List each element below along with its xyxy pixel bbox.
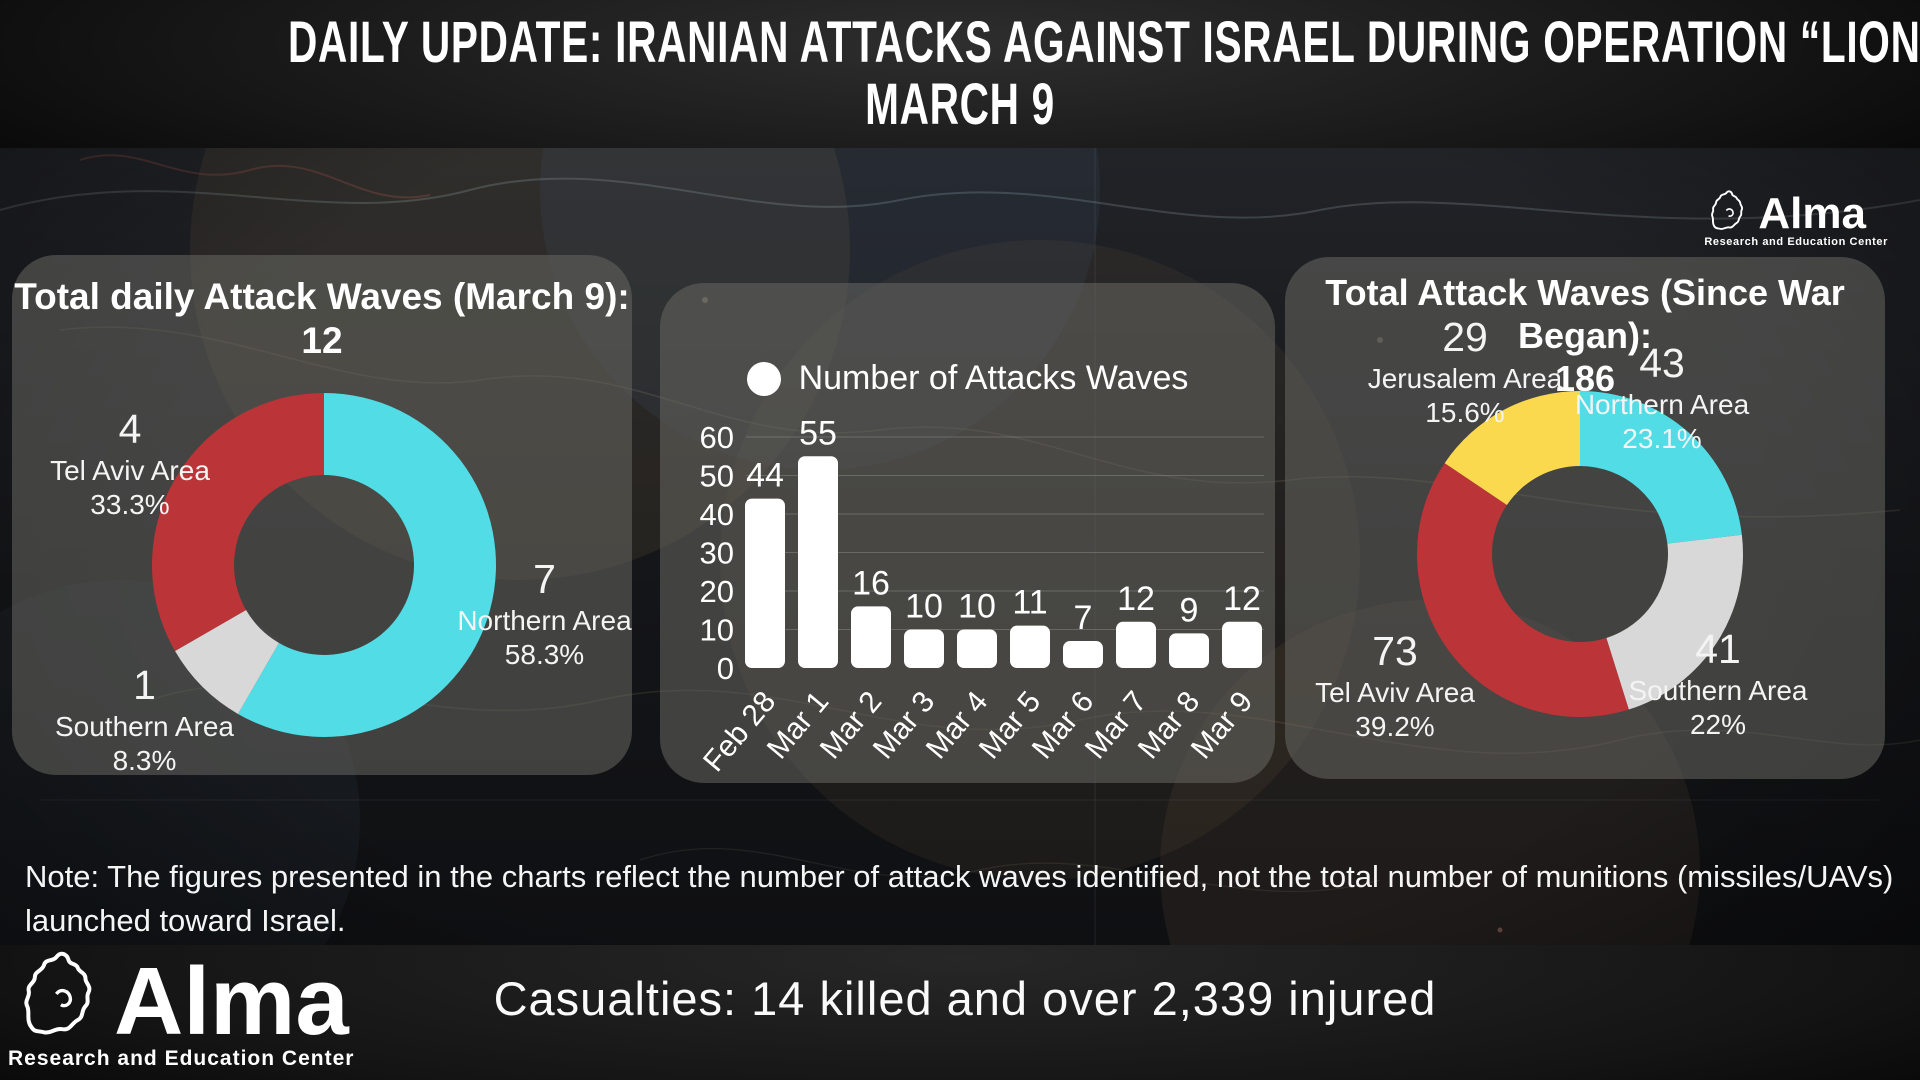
southern-daily-pct: 8.3%: [112, 744, 177, 776]
bar-value-label: 10: [958, 588, 996, 626]
label-southern-total: 41 Southern Area 22%: [1613, 625, 1823, 741]
x-category-label: Mar 9: [1185, 685, 1260, 765]
page-title-line2: MARCH 9: [865, 72, 1055, 137]
daily-donut-chart: [152, 393, 497, 737]
bar-value-label: 7: [1074, 599, 1093, 637]
panel-attack-waves-by-day: 0 10 20 30 40 50 60 44 Feb 28 55 Mar 1 16 Mar 2 10 Mar…: [660, 283, 1275, 783]
alma-logo-large: Alma Research and Education Center: [8, 951, 354, 1071]
y-tick-label: 20: [700, 574, 734, 609]
panel-total-attack-waves: Total Attack Waves (Since War Began): 18…: [1285, 257, 1885, 779]
alma-tagline-large: Research and Education Center: [8, 1047, 355, 1070]
y-tick-label: 30: [700, 536, 734, 571]
donut-segment-tel-aviv-area: [152, 393, 324, 651]
page-title-line1: DAILY UPDATE: IRANIAN ATTACKS AGAINST IS…: [288, 10, 1920, 75]
southern-total-name: Southern Area: [1628, 675, 1808, 707]
y-tick-label: 50: [700, 459, 734, 494]
label-telaviv-total: 73 Tel Aviv Area 39.2%: [1290, 627, 1500, 743]
alma-tagline: Research and Education Center: [1704, 236, 1888, 248]
bar-chart-legend: Number of Attacks Waves: [660, 359, 1275, 398]
alma-map-icon: [1711, 190, 1744, 230]
alma-wordmark: Alma: [1758, 189, 1866, 238]
y-tick-label: 40: [700, 497, 734, 532]
label-northern-daily: 7 Northern Area 58.3%: [437, 555, 652, 671]
northern-total-name: Northern Area: [1574, 389, 1750, 421]
telaviv-daily-value: 4: [118, 406, 142, 452]
donut-segment-southern-area: [175, 610, 279, 714]
northern-daily-name: Northern Area: [457, 605, 632, 637]
bar-mar-1: [798, 456, 838, 668]
total-donut-chart: [1417, 391, 1743, 717]
bar-mar-6: [1063, 641, 1103, 668]
label-telaviv-daily: 4 Tel Aviv Area 33.3%: [20, 405, 240, 521]
telaviv-daily-pct: 33.3%: [90, 488, 170, 520]
alma-map-icon-large: [24, 951, 92, 1035]
bar-feb-28: [745, 498, 785, 668]
donut-segment-northern-area: [1580, 391, 1742, 544]
northern-daily-value: 7: [533, 556, 556, 602]
telaviv-total-name: Tel Aviv Area: [1315, 677, 1475, 709]
bar-value-label: 9: [1180, 591, 1199, 629]
donut-segment-southern-area: [1606, 534, 1743, 710]
telaviv-total-pct: 39.2%: [1355, 710, 1435, 742]
y-tick-label: 60: [700, 420, 734, 455]
x-category-label: Feb 28: [697, 685, 782, 778]
alma-wordmark-large: Alma: [114, 948, 349, 1055]
donut-segment-northern-area: [238, 393, 497, 737]
bar-mar-7: [1116, 621, 1156, 668]
donut-segment-tel-aviv-area: [1417, 463, 1629, 717]
label-northern-total: 43 Northern Area 23.1%: [1557, 339, 1767, 455]
footnote: Note: The figures presented in the chart…: [25, 855, 1905, 943]
telaviv-daily-name: Tel Aviv Area: [50, 455, 210, 487]
y-tick-label: 10: [700, 613, 734, 648]
bar-mar-4: [957, 629, 997, 668]
bar-value-label: 55: [799, 414, 837, 452]
bar-mar-5: [1010, 625, 1050, 668]
jerusalem-total-name: Jerusalem Area: [1367, 363, 1563, 395]
page-title: DAILY UPDATE: IRANIAN ATTACKS AGAINST IS…: [0, 12, 1920, 136]
bar-value-label: 16: [852, 564, 890, 602]
bar-mar-3: [904, 629, 944, 668]
bar-mar-9: [1222, 621, 1262, 668]
southern-daily-value: 1: [133, 662, 156, 708]
panel-daily-attack-waves: Total daily Attack Waves (March 9): 12 4…: [12, 255, 632, 777]
southern-total-value: 41: [1695, 626, 1741, 672]
jerusalem-total-value: 29: [1442, 314, 1488, 360]
bar-value-label: 10: [905, 588, 943, 626]
footnote-line1: Note: The figures presented in the chart…: [25, 859, 1894, 894]
bar-mar-2: [851, 606, 891, 668]
southern-daily-name: Southern Area: [54, 711, 235, 743]
bar-value-label: 11: [1012, 584, 1047, 622]
southern-total-pct: 22%: [1689, 708, 1747, 740]
donut-segment-jerusalem-area: [1444, 391, 1580, 505]
bar-value-label: 44: [746, 457, 784, 495]
northern-daily-pct: 58.3%: [504, 638, 585, 670]
label-southern-daily: 1 Southern Area 8.3%: [37, 661, 252, 777]
casualties-text: Casualties: 14 killed and over 2,339 inj…: [493, 972, 1437, 1025]
legend-dot-icon: [746, 361, 781, 396]
bar-value-label: 12: [1223, 580, 1261, 618]
jerusalem-total-pct: 15.6%: [1425, 396, 1505, 428]
panel-right-title-line1: Total Attack Waves (Since War Began):: [1325, 272, 1845, 356]
legend-label: Number of Attacks Waves: [798, 359, 1189, 397]
y-tick-label: 0: [717, 651, 734, 686]
panel-left-title: Total daily Attack Waves (March 9): 12: [14, 276, 630, 361]
alma-logo-small: Alma Research and Education Center: [1704, 190, 1888, 248]
northern-total-value: 43: [1639, 340, 1685, 386]
bar-mar-8: [1169, 633, 1209, 668]
northern-total-pct: 23.1%: [1622, 422, 1702, 454]
header-bar: DAILY UPDATE: IRANIAN ATTACKS AGAINST IS…: [0, 0, 1920, 148]
footnote-line2: launched toward Israel.: [25, 903, 346, 938]
footer-bar: Alma Research and Education Center Casua…: [0, 945, 1920, 1080]
label-jerusalem-total: 29 Jerusalem Area 15.6%: [1360, 313, 1570, 429]
bar-value-label: 12: [1117, 580, 1155, 618]
telaviv-total-value: 73: [1372, 628, 1418, 674]
